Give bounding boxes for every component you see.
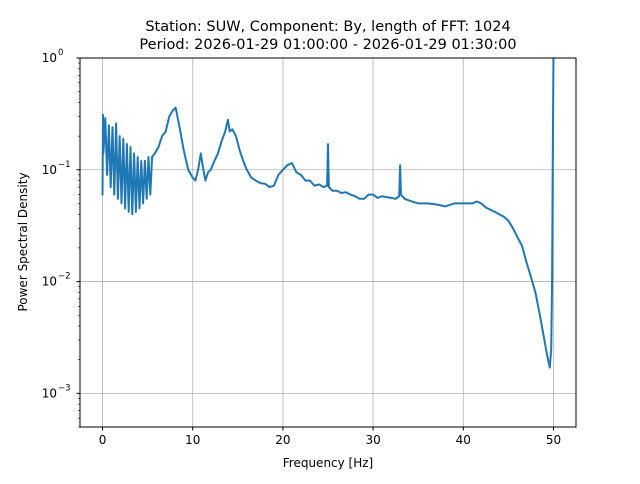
- y-tick-label: 10: [42, 386, 57, 400]
- y-tick-exponent: −3: [58, 383, 71, 393]
- x-tick-label: 20: [275, 433, 290, 447]
- y-axis-label: Power Spectral Density: [16, 172, 30, 311]
- x-tick-label: 0: [99, 433, 107, 447]
- x-tick-label: 50: [546, 433, 561, 447]
- y-tick-exponent: 0: [58, 48, 63, 58]
- x-tick-label: 10: [185, 433, 200, 447]
- psd-series-line: [101, 58, 555, 369]
- y-tick-exponent: −1: [58, 160, 71, 170]
- chart-title-line-1: Station: SUW, Component: By, length of F…: [145, 19, 510, 35]
- y-tick-label: 10: [42, 275, 57, 289]
- plot-frame: [79, 57, 577, 428]
- y-tick-exponent: −2: [58, 272, 71, 282]
- grid: [80, 57, 576, 427]
- x-tick-label: 30: [365, 433, 380, 447]
- y-tick-label: 10: [42, 51, 57, 65]
- x-axis-label: Frequency [Hz]: [283, 456, 374, 470]
- x-tick-label: 40: [456, 433, 471, 447]
- chart-title-line-2: Period: 2026-01-29 01:00:00 - 2026-01-29…: [139, 37, 516, 53]
- y-tick-label: 10: [42, 163, 57, 177]
